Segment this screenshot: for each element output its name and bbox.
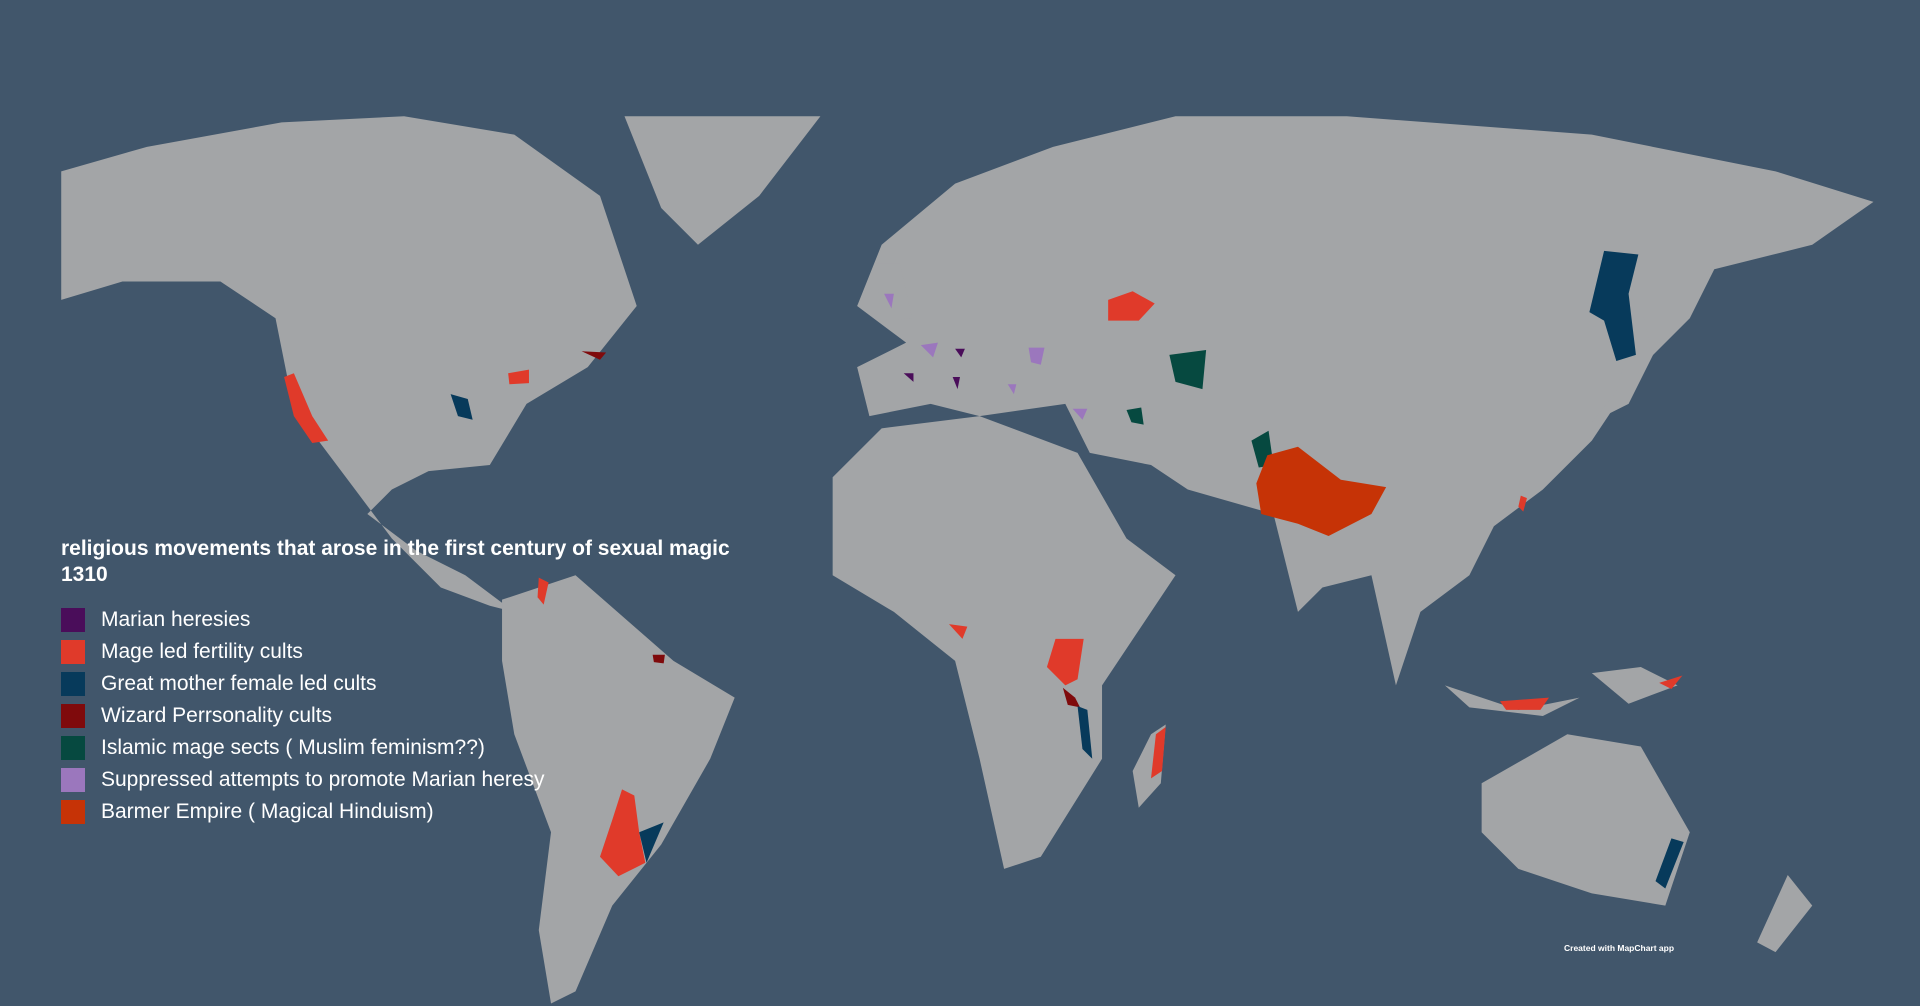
region-alps — [955, 348, 965, 358]
region-suppressed-5 — [1007, 384, 1017, 395]
legend-label: Mage led fertility cults — [101, 640, 303, 663]
south-america — [502, 575, 735, 1004]
legend-label: Suppressed attempts to promote Marian he… — [101, 768, 545, 791]
legend-swatch — [61, 608, 85, 632]
region-nova-scotia — [581, 351, 607, 360]
region-suppressed-2 — [1028, 347, 1045, 365]
legend-item: Suppressed attempts to promote Marian he… — [61, 764, 761, 796]
region-suppressed-1 — [920, 342, 938, 358]
region-argentina — [600, 789, 646, 877]
africa — [832, 416, 1176, 869]
legend-item: Mage led fertility cults — [61, 636, 761, 668]
region-russia-volga — [1108, 291, 1155, 321]
legend-item: Wizard Perrsonality cults — [61, 700, 761, 732]
australia — [1481, 734, 1690, 906]
region-madagascar — [1151, 726, 1166, 779]
legend-item: Great mother female led cults — [61, 668, 761, 700]
credit: Created with MapChart app — [1564, 943, 1675, 953]
map-title: religious movements that arose in the fi… — [61, 537, 730, 586]
legend-label: Marian heresies — [101, 608, 251, 631]
japan — [1591, 305, 1654, 423]
region-france-south — [903, 373, 914, 382]
legend-item: Islamic mage sects ( Muslim feminism??) — [61, 732, 761, 764]
legend-swatch — [61, 736, 85, 760]
region-caucasus — [1126, 407, 1144, 425]
indonesia — [1444, 685, 1580, 716]
legend-swatch — [61, 768, 85, 792]
region-malawi — [1077, 706, 1093, 759]
region-solomon — [1659, 675, 1683, 690]
region-ontario — [508, 369, 529, 385]
north-america — [61, 116, 637, 612]
legend-label: Wizard Perrsonality cults — [101, 704, 333, 727]
legend-label: Barmer Empire ( Magical Hinduism) — [101, 800, 434, 823]
region-java — [1500, 697, 1549, 710]
region-great-lakes — [1046, 638, 1084, 686]
legend-swatch — [61, 672, 85, 696]
region-manchuria — [1589, 250, 1639, 362]
greenland — [624, 116, 821, 245]
region-missouri — [450, 394, 473, 420]
regions — [284, 250, 1684, 889]
region-tanganyika — [1062, 687, 1080, 708]
uk — [875, 263, 913, 321]
region-guiana — [652, 654, 665, 664]
region-suppressed-3 — [884, 293, 894, 309]
region-colombia — [537, 577, 549, 605]
legend-swatch — [61, 800, 85, 824]
legend-label: Islamic mage sects ( Muslim feminism??) — [101, 736, 485, 759]
region-cameroon — [948, 624, 968, 639]
region-california — [284, 373, 329, 444]
legend: religious movements that arose in the fi… — [61, 536, 761, 828]
region-barmer — [1256, 446, 1387, 537]
new-zealand — [1757, 875, 1813, 953]
legend-swatch — [61, 704, 85, 728]
region-taiwan — [1518, 495, 1527, 512]
region-australia-east — [1655, 838, 1684, 889]
region-kazakh — [1169, 350, 1207, 390]
region-italy — [952, 376, 960, 390]
legend-swatch — [61, 640, 85, 664]
legend-label: Great mother female led cults — [101, 672, 377, 695]
region-uruguay — [639, 822, 664, 863]
new-guinea — [1591, 666, 1678, 704]
region-suppressed-4 — [1072, 408, 1088, 420]
legend-item: Marian heresies — [61, 604, 761, 636]
legend-item: Barmer Empire ( Magical Hinduism) — [61, 796, 761, 828]
